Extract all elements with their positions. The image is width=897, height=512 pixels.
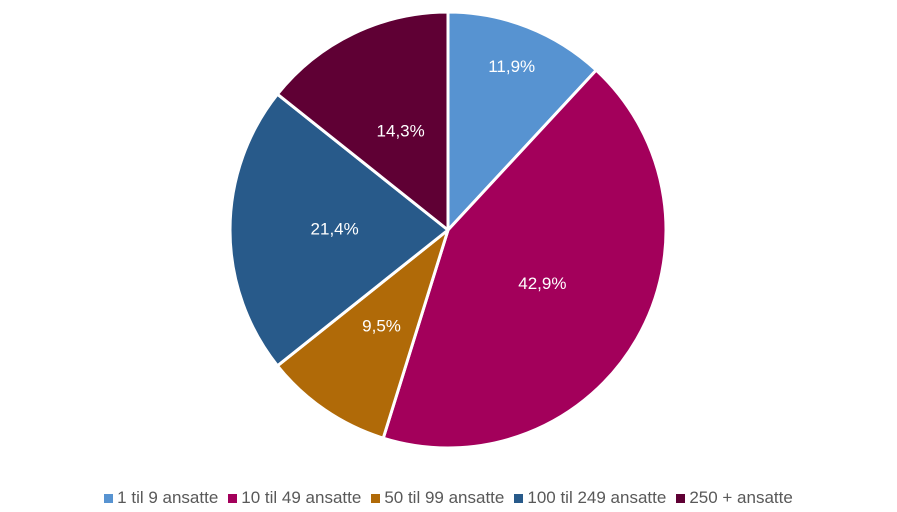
legend-item: 250 + ansatte — [676, 488, 793, 508]
data-label: 21,4% — [311, 219, 359, 238]
pie-slice — [228, 92, 450, 368]
legend-label: 100 til 249 ansatte — [527, 488, 667, 507]
data-label: 11,9% — [488, 57, 535, 76]
legend-label: 1 til 9 ansatte — [117, 488, 219, 507]
legend-swatch — [104, 493, 114, 503]
legend-label: 50 til 99 ansatte — [384, 488, 505, 507]
legend-item: 10 til 49 ansatte — [228, 488, 361, 508]
pie-slice — [275, 228, 450, 440]
legend: 1 til 9 ansatte 10 til 49 ansatte 50 til 9… — [0, 488, 897, 508]
pie-slice — [446, 10, 598, 232]
data-label: 14,3% — [377, 121, 425, 140]
legend-item: 100 til 249 ansatte — [514, 488, 666, 508]
pie-slice — [381, 68, 668, 450]
legend-swatch — [371, 493, 381, 503]
legend-item: 50 til 99 ansatte — [371, 488, 504, 508]
legend-swatch — [514, 493, 524, 503]
legend-swatch — [228, 493, 238, 503]
legend-label: 10 til 49 ansatte — [241, 488, 362, 507]
legend-item: 1 til 9 ansatte — [104, 488, 218, 508]
data-label: 9,5% — [362, 317, 401, 336]
legend-label: 250 + ansatte — [689, 488, 793, 507]
pie-slice — [275, 10, 450, 232]
legend-swatch — [676, 493, 686, 503]
data-label: 42,9% — [518, 274, 566, 293]
chart: 11,9% 42,9% 9,5% 21,4% 14,3% — [228, 10, 668, 450]
